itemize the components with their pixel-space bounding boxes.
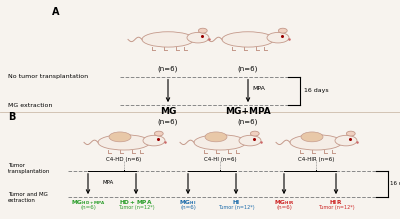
Ellipse shape <box>198 28 207 33</box>
Ellipse shape <box>278 28 287 33</box>
Ellipse shape <box>187 32 209 43</box>
Text: (n=6): (n=6) <box>158 66 178 72</box>
Text: Tumor
transplantation: Tumor transplantation <box>8 163 50 174</box>
Text: $\mathbf{MG}_{\mathbf{HD+MPA}}$: $\mathbf{MG}_{\mathbf{HD+MPA}}$ <box>70 198 106 207</box>
Ellipse shape <box>335 135 357 146</box>
Text: (n=6): (n=6) <box>80 205 96 210</box>
Ellipse shape <box>194 135 246 150</box>
Ellipse shape <box>222 32 274 47</box>
Ellipse shape <box>109 132 131 142</box>
Text: $\mathbf{MG}_{\mathbf{HIR}}$: $\mathbf{MG}_{\mathbf{HIR}}$ <box>274 198 294 207</box>
Text: MG extraction: MG extraction <box>8 103 52 108</box>
Text: $\mathbf{HI}$: $\mathbf{HI}$ <box>232 198 240 206</box>
Ellipse shape <box>205 132 227 142</box>
Ellipse shape <box>154 131 163 136</box>
Text: $\mathbf{MG}_{\mathbf{HI}}$: $\mathbf{MG}_{\mathbf{HI}}$ <box>179 198 197 207</box>
Ellipse shape <box>143 135 165 146</box>
Text: (n=6): (n=6) <box>276 205 292 210</box>
Text: C4-HIR (n=6): C4-HIR (n=6) <box>298 157 334 162</box>
Ellipse shape <box>239 135 261 146</box>
Text: MPA: MPA <box>252 86 265 91</box>
Text: (n=6): (n=6) <box>180 205 196 210</box>
Text: $\mathbf{HD+MPA}$: $\mathbf{HD+MPA}$ <box>119 198 153 206</box>
Ellipse shape <box>301 132 323 142</box>
Text: 16 days: 16 days <box>304 88 329 93</box>
Text: A: A <box>52 7 60 17</box>
Text: (n=6): (n=6) <box>238 118 258 125</box>
Ellipse shape <box>142 32 194 47</box>
Text: B: B <box>8 112 15 122</box>
Ellipse shape <box>98 135 150 150</box>
Text: (n=6): (n=6) <box>238 66 258 72</box>
Text: Tumor (n=12*): Tumor (n=12*) <box>318 205 354 210</box>
Text: No tumor transplantation: No tumor transplantation <box>8 74 88 79</box>
Ellipse shape <box>250 131 259 136</box>
Text: C4-HI (n=6): C4-HI (n=6) <box>204 157 236 162</box>
Text: Tumor and MG
extraction: Tumor and MG extraction <box>8 192 48 203</box>
Text: C4-HD (n=6): C4-HD (n=6) <box>106 157 142 162</box>
Text: $\mathbf{HIR}$: $\mathbf{HIR}$ <box>329 198 343 206</box>
Text: 16 days: 16 days <box>390 182 400 186</box>
Text: Tumor (n=12*): Tumor (n=12*) <box>218 205 254 210</box>
Ellipse shape <box>267 32 289 43</box>
Text: MG+MPA: MG+MPA <box>225 107 271 116</box>
Text: Tumor (n=12*): Tumor (n=12*) <box>118 205 154 210</box>
Text: MG: MG <box>160 107 176 116</box>
Ellipse shape <box>346 131 355 136</box>
Text: (n=6): (n=6) <box>158 118 178 125</box>
Ellipse shape <box>290 135 342 150</box>
Text: MPA: MPA <box>102 180 114 185</box>
